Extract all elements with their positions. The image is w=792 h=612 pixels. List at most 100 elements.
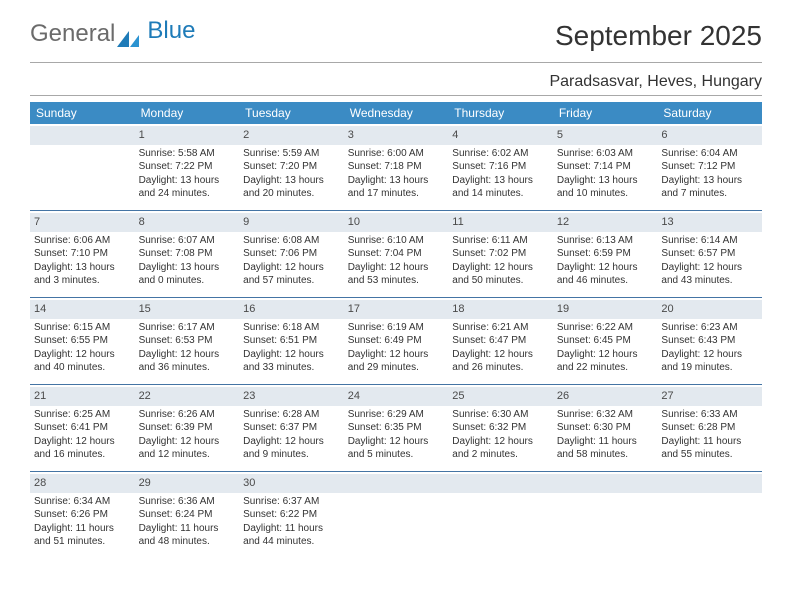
sunset-text: Sunset: 6:39 PM: [139, 421, 236, 435]
logo-text-part1: General: [30, 20, 115, 48]
sunset-text: Sunset: 6:47 PM: [452, 334, 549, 348]
daylight2-text: and 16 minutes.: [34, 448, 131, 462]
daylight1-text: Daylight: 12 hours: [139, 435, 236, 449]
day-number: [657, 474, 762, 493]
location-text: Paradsasvar, Heves, Hungary: [30, 73, 762, 91]
sunset-text: Sunset: 7:18 PM: [348, 160, 445, 174]
day-header-monday: Monday: [135, 102, 240, 124]
day-cell: 22Sunrise: 6:26 AMSunset: 6:39 PMDayligh…: [135, 385, 240, 471]
daylight2-text: and 51 minutes.: [34, 535, 131, 549]
day-number: 19: [553, 300, 658, 319]
sunrise-text: Sunrise: 6:07 AM: [139, 234, 236, 248]
sunrise-text: Sunrise: 6:00 AM: [348, 147, 445, 161]
daylight1-text: Daylight: 12 hours: [34, 435, 131, 449]
daylight1-text: Daylight: 12 hours: [348, 435, 445, 449]
week-row: 14Sunrise: 6:15 AMSunset: 6:55 PMDayligh…: [30, 297, 762, 384]
sunset-text: Sunset: 6:55 PM: [34, 334, 131, 348]
daylight1-text: Daylight: 11 hours: [139, 522, 236, 536]
daylight1-text: Daylight: 11 hours: [243, 522, 340, 536]
day-cell: 11Sunrise: 6:11 AMSunset: 7:02 PMDayligh…: [448, 211, 553, 297]
sunrise-text: Sunrise: 6:33 AM: [661, 408, 758, 422]
daylight2-text: and 12 minutes.: [139, 448, 236, 462]
day-number: 27: [657, 387, 762, 406]
sunset-text: Sunset: 7:06 PM: [243, 247, 340, 261]
daylight1-text: Daylight: 12 hours: [557, 261, 654, 275]
sunset-text: Sunset: 6:45 PM: [557, 334, 654, 348]
sunrise-text: Sunrise: 6:34 AM: [34, 495, 131, 509]
day-cell: 24Sunrise: 6:29 AMSunset: 6:35 PMDayligh…: [344, 385, 449, 471]
sunset-text: Sunset: 6:24 PM: [139, 508, 236, 522]
daylight2-text: and 29 minutes.: [348, 361, 445, 375]
day-number: 15: [135, 300, 240, 319]
day-cell: 9Sunrise: 6:08 AMSunset: 7:06 PMDaylight…: [239, 211, 344, 297]
sunrise-text: Sunrise: 5:58 AM: [139, 147, 236, 161]
daylight1-text: Daylight: 12 hours: [139, 348, 236, 362]
month-title: September 2025: [555, 20, 762, 52]
sunset-text: Sunset: 6:32 PM: [452, 421, 549, 435]
daylight1-text: Daylight: 13 hours: [557, 174, 654, 188]
day-cell: 21Sunrise: 6:25 AMSunset: 6:41 PMDayligh…: [30, 385, 135, 471]
sunset-text: Sunset: 7:02 PM: [452, 247, 549, 261]
day-cell: 25Sunrise: 6:30 AMSunset: 6:32 PMDayligh…: [448, 385, 553, 471]
day-number: 20: [657, 300, 762, 319]
day-cell: 12Sunrise: 6:13 AMSunset: 6:59 PMDayligh…: [553, 211, 658, 297]
daylight2-text: and 7 minutes.: [661, 187, 758, 201]
day-cell: 18Sunrise: 6:21 AMSunset: 6:47 PMDayligh…: [448, 298, 553, 384]
daylight1-text: Daylight: 12 hours: [661, 348, 758, 362]
day-cell: 14Sunrise: 6:15 AMSunset: 6:55 PMDayligh…: [30, 298, 135, 384]
week-row: 1Sunrise: 5:58 AMSunset: 7:22 PMDaylight…: [30, 124, 762, 210]
daylight1-text: Daylight: 12 hours: [452, 435, 549, 449]
daylight2-text: and 55 minutes.: [661, 448, 758, 462]
day-number: 1: [135, 126, 240, 145]
day-number: 24: [344, 387, 449, 406]
sunrise-text: Sunrise: 6:04 AM: [661, 147, 758, 161]
sunset-text: Sunset: 6:41 PM: [34, 421, 131, 435]
sunrise-text: Sunrise: 6:26 AM: [139, 408, 236, 422]
daylight1-text: Daylight: 12 hours: [243, 348, 340, 362]
day-cell: 7Sunrise: 6:06 AMSunset: 7:10 PMDaylight…: [30, 211, 135, 297]
sunset-text: Sunset: 6:51 PM: [243, 334, 340, 348]
daylight2-text: and 58 minutes.: [557, 448, 654, 462]
sunset-text: Sunset: 6:49 PM: [348, 334, 445, 348]
daylight1-text: Daylight: 12 hours: [557, 348, 654, 362]
daylight1-text: Daylight: 12 hours: [452, 261, 549, 275]
daylight2-text: and 19 minutes.: [661, 361, 758, 375]
logo-text-part2: Blue: [147, 17, 195, 45]
sunset-text: Sunset: 7:08 PM: [139, 247, 236, 261]
day-cell: 29 Sunrise: 6:36 AMSunset: 6:24 PMDayligh…: [135, 472, 240, 558]
day-cell: 17Sunrise: 6:19 AMSunset: 6:49 PMDayligh…: [344, 298, 449, 384]
day-number: 18: [448, 300, 553, 319]
day-number: 8: [135, 213, 240, 232]
daylight2-text: and 5 minutes.: [348, 448, 445, 462]
daylight1-text: Daylight: 13 hours: [452, 174, 549, 188]
day-number: 21: [30, 387, 135, 406]
daylight2-text: and 9 minutes.: [243, 448, 340, 462]
day-cell: 23Sunrise: 6:28 AMSunset: 6:37 PMDayligh…: [239, 385, 344, 471]
day-cell: 16Sunrise: 6:18 AMSunset: 6:51 PMDayligh…: [239, 298, 344, 384]
sunrise-text: Sunrise: 6:29 AM: [348, 408, 445, 422]
day-cell: 1Sunrise: 5:58 AMSunset: 7:22 PMDaylight…: [135, 124, 240, 210]
logo-sail-icon: [117, 26, 139, 42]
day-number: 7: [30, 213, 135, 232]
day-cell: [657, 472, 762, 558]
sunset-text: Sunset: 7:12 PM: [661, 160, 758, 174]
day-header-saturday: Saturday: [657, 102, 762, 124]
day-number: 9: [239, 213, 344, 232]
daylight2-text: and 26 minutes.: [452, 361, 549, 375]
day-cell: [448, 472, 553, 558]
sunrise-text: Sunrise: 6:10 AM: [348, 234, 445, 248]
day-number: 13: [657, 213, 762, 232]
sunrise-text: Sunrise: 6:02 AM: [452, 147, 549, 161]
daylight2-text: and 14 minutes.: [452, 187, 549, 201]
day-cell: 19Sunrise: 6:22 AMSunset: 6:45 PMDayligh…: [553, 298, 658, 384]
sunrise-text: Sunrise: 6:13 AM: [557, 234, 654, 248]
sunrise-text: Sunrise: 6:08 AM: [243, 234, 340, 248]
day-number: 28: [30, 474, 135, 493]
sunrise-text: Sunrise: 6:14 AM: [661, 234, 758, 248]
sunset-text: Sunset: 7:20 PM: [243, 160, 340, 174]
daylight1-text: Daylight: 13 hours: [348, 174, 445, 188]
day-number: 2: [239, 126, 344, 145]
sunrise-text: Sunrise: 6:06 AM: [34, 234, 131, 248]
sunrise-text: Sunrise: 6:36 AM: [139, 495, 236, 509]
day-number: 29: [135, 474, 240, 493]
